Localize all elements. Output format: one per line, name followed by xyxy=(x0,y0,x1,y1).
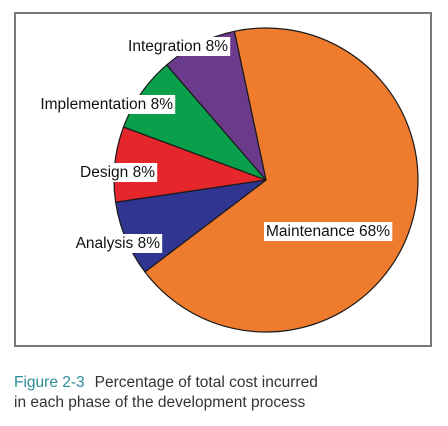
caption-line-1: Figure 2-3 Percentage of total cost incur… xyxy=(14,373,434,393)
label-background xyxy=(38,95,176,114)
label-background xyxy=(78,163,158,182)
pie-slice-maintenance xyxy=(144,27,419,333)
slice-labels: Maintenance 68% Analysis 8% Design 8% Imple… xyxy=(38,37,393,253)
label-background xyxy=(73,234,163,253)
slice-label-analysis: Analysis 8% xyxy=(76,235,161,252)
caption-text-1: Percentage of total cost incurred xyxy=(94,374,318,391)
caption-text-2: in each phase of the development process xyxy=(14,394,306,411)
slice-label-integration: Integration 8% xyxy=(128,38,228,55)
slice-label-implementation: Implementation 8% xyxy=(40,96,173,113)
label-background xyxy=(126,37,231,56)
figure-label: Figure 2-3 xyxy=(14,374,85,391)
figure-caption: Figure 2-3 Percentage of total cost incur… xyxy=(14,373,434,413)
slice-label-design: Design 8% xyxy=(80,164,155,181)
label-background xyxy=(264,222,393,241)
slice-label-maintenance: Maintenance 68% xyxy=(266,223,390,240)
